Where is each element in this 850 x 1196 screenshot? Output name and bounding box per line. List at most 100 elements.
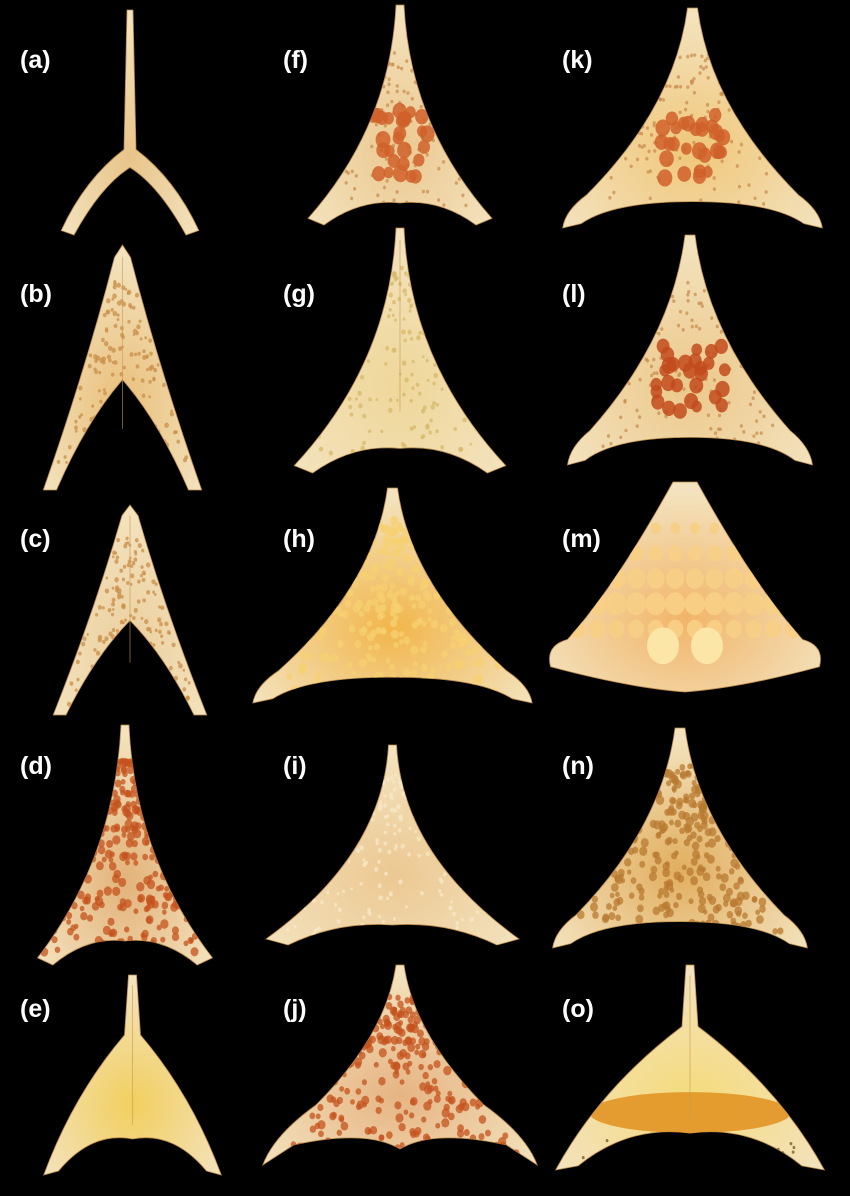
pore [652, 90, 657, 95]
pore [305, 632, 311, 638]
pore [313, 624, 319, 631]
pore [158, 884, 164, 891]
pore [110, 308, 114, 312]
pore [139, 337, 143, 341]
pore [416, 273, 421, 279]
pore [678, 55, 682, 60]
pore [430, 1034, 436, 1040]
pore [396, 929, 400, 933]
pore [106, 839, 114, 848]
pore [395, 1113, 404, 1123]
pore [404, 377, 409, 383]
pore [743, 592, 764, 616]
pore [79, 458, 85, 464]
pore [659, 926, 666, 933]
pore [403, 271, 408, 276]
panel-label: (n) [562, 752, 594, 780]
pore [735, 164, 739, 168]
pore [375, 86, 379, 91]
pore [719, 318, 724, 323]
pore [453, 426, 458, 432]
pore [397, 141, 412, 159]
pore [157, 617, 162, 623]
pore [652, 906, 660, 916]
pore [605, 863, 611, 869]
pore [463, 618, 469, 626]
pore [130, 564, 134, 568]
pore [407, 773, 412, 778]
pore [87, 363, 92, 369]
pore [410, 668, 418, 677]
pore [611, 849, 618, 857]
pore [648, 329, 653, 334]
pore [345, 850, 349, 855]
pore [371, 315, 375, 319]
pore [74, 873, 82, 881]
pore [104, 588, 110, 594]
pore [724, 592, 744, 616]
pore [396, 1027, 404, 1035]
pore [337, 907, 342, 913]
pore [451, 151, 455, 156]
pore [293, 924, 297, 929]
pore [361, 1025, 369, 1034]
pore [128, 442, 132, 446]
pore [156, 924, 162, 931]
pore [700, 821, 708, 830]
pore [759, 905, 766, 913]
pore [102, 639, 106, 644]
pore [377, 1018, 383, 1025]
pore [110, 445, 114, 449]
pore [56, 459, 61, 464]
pore [656, 831, 662, 838]
pore [398, 1122, 406, 1132]
pore [712, 176, 716, 180]
pore [328, 857, 332, 861]
pore [668, 84, 672, 89]
pore [117, 639, 122, 644]
pore [129, 438, 133, 442]
pore [685, 100, 689, 105]
pore [385, 1001, 393, 1010]
pore [420, 537, 428, 546]
panel-label: (i) [283, 752, 307, 780]
pore [366, 1024, 373, 1032]
pore [744, 568, 763, 589]
pore [151, 449, 156, 455]
pore [367, 644, 373, 651]
pore [119, 326, 124, 331]
pore [666, 356, 680, 372]
pore [298, 662, 307, 672]
pore [355, 848, 360, 854]
pore [103, 391, 107, 396]
pore [757, 441, 761, 445]
pore [397, 828, 402, 833]
pore [405, 1069, 411, 1075]
pore [758, 897, 767, 907]
pore [425, 1135, 431, 1142]
pore [689, 792, 696, 800]
pore [134, 352, 138, 357]
pore [410, 96, 415, 101]
pore [649, 819, 657, 829]
pore [437, 198, 441, 202]
pore [106, 298, 111, 304]
pore [457, 177, 461, 181]
pore [654, 856, 662, 865]
pore [678, 110, 682, 115]
pore [79, 905, 85, 912]
pore [777, 927, 784, 935]
pore [401, 791, 406, 796]
pore [652, 1151, 656, 1156]
pore [379, 800, 383, 804]
pore [727, 400, 731, 405]
pore [636, 883, 643, 891]
pore [384, 871, 388, 876]
pore [674, 819, 682, 828]
pore [336, 919, 341, 924]
pore [692, 849, 700, 859]
pore [114, 762, 121, 770]
pore [771, 423, 775, 428]
pore [670, 378, 684, 393]
pore [620, 849, 625, 855]
